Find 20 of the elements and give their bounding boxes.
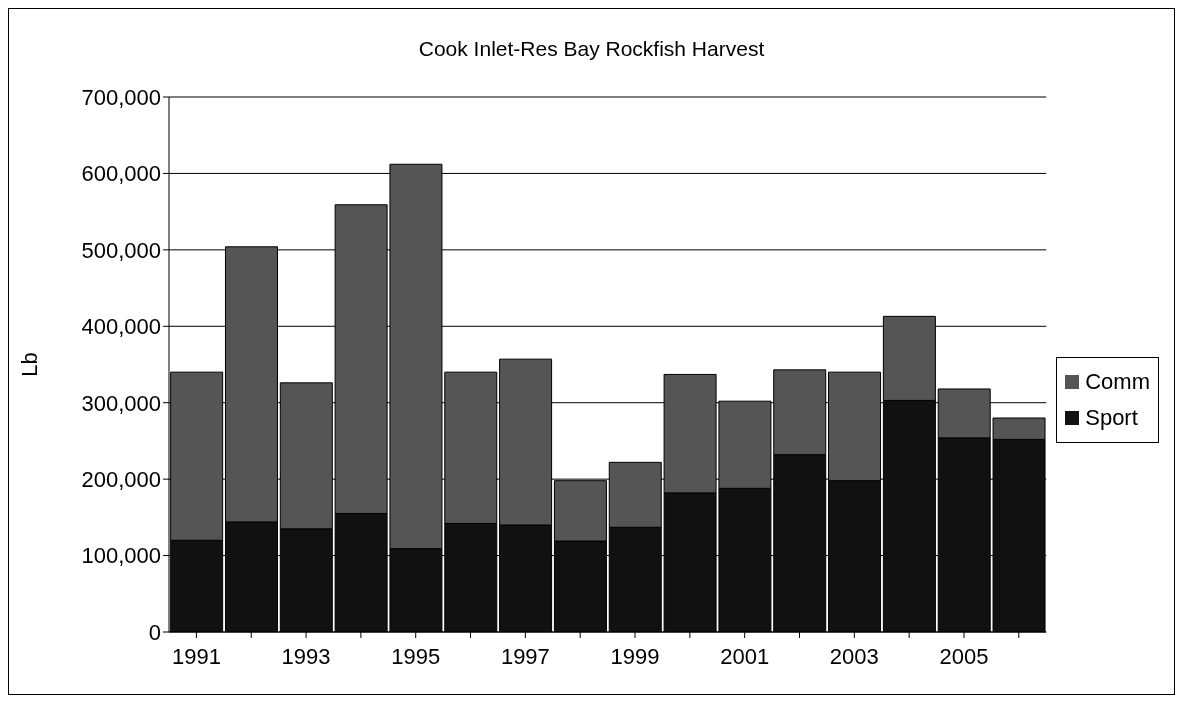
y-tick-label: 0 xyxy=(148,619,161,645)
y-tick-label: 100,000 xyxy=(81,543,161,569)
x-tick-label: 2005 xyxy=(939,643,989,669)
x-tick-label: 2003 xyxy=(829,643,879,669)
chart-title: Cook Inlet-Res Bay Rockfish Harvest xyxy=(418,37,765,60)
y-tick-label: 300,000 xyxy=(81,390,161,416)
x-tick-label: 1997 xyxy=(500,643,550,669)
legend-label: Comm xyxy=(1084,367,1150,396)
legend-label: Sport xyxy=(1084,403,1139,432)
x-tick-label: 2001 xyxy=(720,643,770,669)
y-tick-label: 700,000 xyxy=(81,84,161,110)
x-tick-label: 1999 xyxy=(610,643,660,669)
y-tick-label: 500,000 xyxy=(81,237,161,263)
x-tick-label: 1993 xyxy=(281,643,331,669)
y-tick-label: 400,000 xyxy=(81,314,161,340)
y-tick-label: 200,000 xyxy=(81,466,161,492)
x-tick-label: 1991 xyxy=(171,643,221,669)
y-tick-label: 600,000 xyxy=(81,161,161,187)
y-axis-title: Lb xyxy=(16,352,42,377)
x-tick-label: 1995 xyxy=(391,643,441,669)
